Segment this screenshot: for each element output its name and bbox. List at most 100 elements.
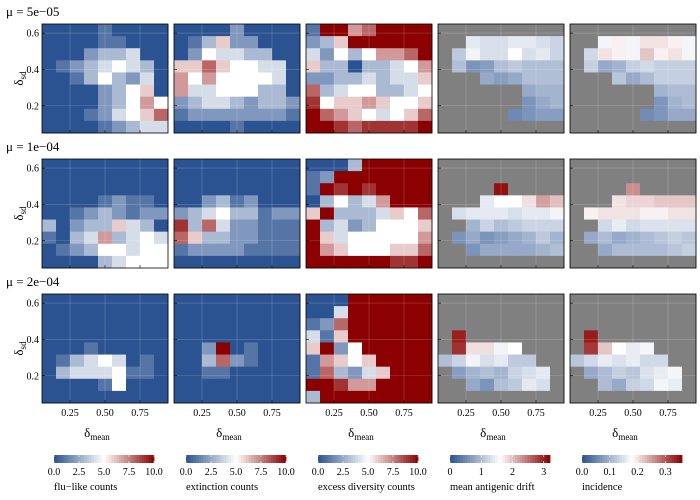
heatmap-cell [244,243,259,257]
heatmap-cell [140,171,155,184]
heatmap-cell [362,48,377,61]
heatmap-cell [452,231,467,245]
heatmap-cell [626,183,641,196]
colorbar-swatch [375,455,379,463]
heatmap-cell [438,60,453,73]
heatmap-cell [418,390,433,404]
heatmap-cell [570,195,585,208]
heatmap-cell [584,171,599,184]
heatmap-cell [418,159,433,172]
colorbar-swatch [413,455,416,463]
colorbar-swatch [505,455,508,463]
heatmap-cell [84,159,99,172]
heatmap-cell [230,378,245,392]
heatmap-cell [140,294,155,307]
x-axis-label: δmean [216,425,242,442]
heatmap-cell [140,243,155,257]
heatmap-cell [418,342,433,355]
x-tick-label: 0.25 [61,408,79,419]
heatmap-cell [550,159,565,172]
heatmap-cell [140,36,155,49]
heatmap-cell [306,306,321,319]
colorbar-swatch [89,455,92,463]
heatmap-cell [42,48,57,61]
heatmap-cell [654,231,669,245]
colorbar-swatch [674,455,678,463]
heatmap-cell [362,342,377,355]
heatmap-cell [404,195,419,208]
colorbar-swatch [373,455,376,463]
colorbar-tick-label: 0.3 [659,467,672,478]
colorbar-swatch [335,455,339,463]
heatmap-cell [452,330,467,343]
heatmap-cell [348,159,363,172]
heatmap-cell [508,195,523,208]
heatmap-cell [334,84,349,98]
colorbar-swatch [485,455,488,463]
heatmap-cell [550,207,565,220]
heatmap-cell [626,318,641,331]
heatmap-cell [126,183,141,196]
heatmap-cell [174,171,189,184]
heatmap-cell [508,342,523,355]
heatmap-cell [112,183,127,196]
colorbar-swatch [582,455,585,463]
heatmap-cell [188,72,203,85]
heatmap-cell [376,96,391,110]
heatmap-cell [98,342,113,355]
heatmap-cell [188,342,203,355]
heatmap-cell [202,24,217,37]
heatmap-cell [174,306,189,319]
heatmap-cell [362,84,377,98]
heatmap-cell [640,159,655,172]
heatmap-cell [626,120,641,134]
heatmap-cell [258,330,273,343]
colorbar-tick-label: 2.5 [337,467,350,478]
y-tick-label: 0.4 [27,200,40,211]
colorbar-swatch [642,455,645,463]
heatmap-cell [320,108,335,122]
heatmap-cell [202,231,217,245]
heatmap-cell [348,306,363,319]
heatmap-cell [126,60,141,73]
heatmap-cell [466,378,481,392]
heatmap-cell [112,48,127,61]
heatmap-cell [668,60,683,73]
colorbar-tick-label: 5.0 [362,467,375,478]
heatmap-cell [668,159,683,172]
heatmap-panel-r1-c3 [437,158,565,269]
heatmap-cell [348,72,363,85]
heatmap-cell [654,318,669,331]
heatmap-cell [306,24,321,37]
colorbar-swatch [662,455,665,463]
heatmap-cell [668,120,683,134]
heatmap-cell [612,36,627,49]
heatmap-cell [418,318,433,331]
heatmap-cell [348,96,363,110]
heatmap-cell [174,354,189,368]
heatmap-cell [70,366,85,380]
heatmap-cell [348,120,363,134]
heatmap-cell [480,390,495,404]
heatmap-cell [654,183,669,196]
heatmap-cell [112,207,127,220]
heatmap-cell [188,36,203,49]
heatmap-cell [70,306,85,319]
heatmap-cell [272,390,287,404]
heatmap-cell [348,243,363,257]
heatmap-cell [70,243,85,257]
heatmap-cell [98,294,113,307]
heatmap-cell [404,183,419,196]
heatmap-cell [230,171,245,184]
colorbar-tick-label: 7.5 [387,467,400,478]
y-axis-label-base: δ [11,349,26,355]
heatmap-cell [362,96,377,110]
heatmap-cell [668,342,683,355]
colorbar-swatch [368,455,371,463]
colorbar-swatch [343,455,346,463]
heatmap-cell [466,330,481,343]
heatmap-cell [640,354,655,368]
heatmap-cell [522,207,537,220]
heatmap-cell [56,255,71,269]
